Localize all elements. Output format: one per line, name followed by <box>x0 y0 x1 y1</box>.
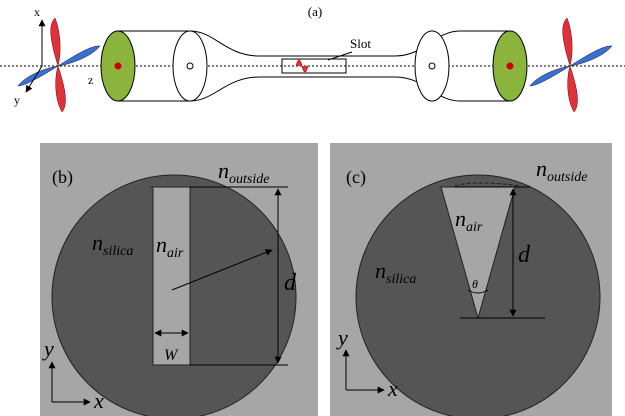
angle-label: θ <box>472 277 478 291</box>
axis-label: z <box>88 73 93 87</box>
symbol: n <box>455 206 466 231</box>
symbol: n <box>92 230 103 255</box>
core <box>115 63 122 70</box>
axis-label: x <box>93 388 104 413</box>
width-label: W <box>164 347 179 364</box>
wave-y <box>18 66 58 86</box>
wave-y <box>530 66 570 86</box>
figure: (a) x y z Slot <box>0 0 625 416</box>
depth-label: d <box>518 242 531 268</box>
subscript: silica <box>103 244 133 259</box>
wave-x <box>51 18 60 66</box>
axis-label: x <box>387 376 398 401</box>
panel-a: (a) x y z Slot <box>0 4 625 112</box>
axis-label: y <box>42 336 54 361</box>
core <box>507 63 514 70</box>
subscript: outside <box>547 170 587 185</box>
wave-y <box>58 46 100 66</box>
axis-label: y <box>336 325 348 350</box>
subscript: air <box>167 246 184 261</box>
panel-label: (b) <box>52 167 73 188</box>
symbol: n <box>536 156 547 181</box>
subscript: silica <box>386 272 416 287</box>
core <box>429 63 435 69</box>
panel-c: (c) noutside nsilica nair d θ y x <box>330 143 612 416</box>
slot <box>153 187 190 365</box>
wave-x <box>56 66 66 112</box>
wave-x <box>568 66 578 112</box>
axis-label: x <box>34 5 40 19</box>
core <box>187 63 193 69</box>
slot-label: Slot <box>350 36 371 51</box>
wave-y <box>570 46 612 66</box>
axis-label: y <box>14 93 20 107</box>
panel-label: (a) <box>308 4 322 19</box>
subscript: outside <box>229 172 269 187</box>
wave-packet <box>296 60 308 72</box>
depth-label: d <box>284 270 297 296</box>
panel-label: (c) <box>346 167 366 188</box>
symbol: n <box>375 258 386 283</box>
wave-x <box>563 18 572 66</box>
subscript: air <box>466 220 483 235</box>
panel-b: (b) noutside nsilica nair d W y x <box>40 143 318 416</box>
symbol: n <box>218 158 229 183</box>
symbol: n <box>156 232 167 257</box>
